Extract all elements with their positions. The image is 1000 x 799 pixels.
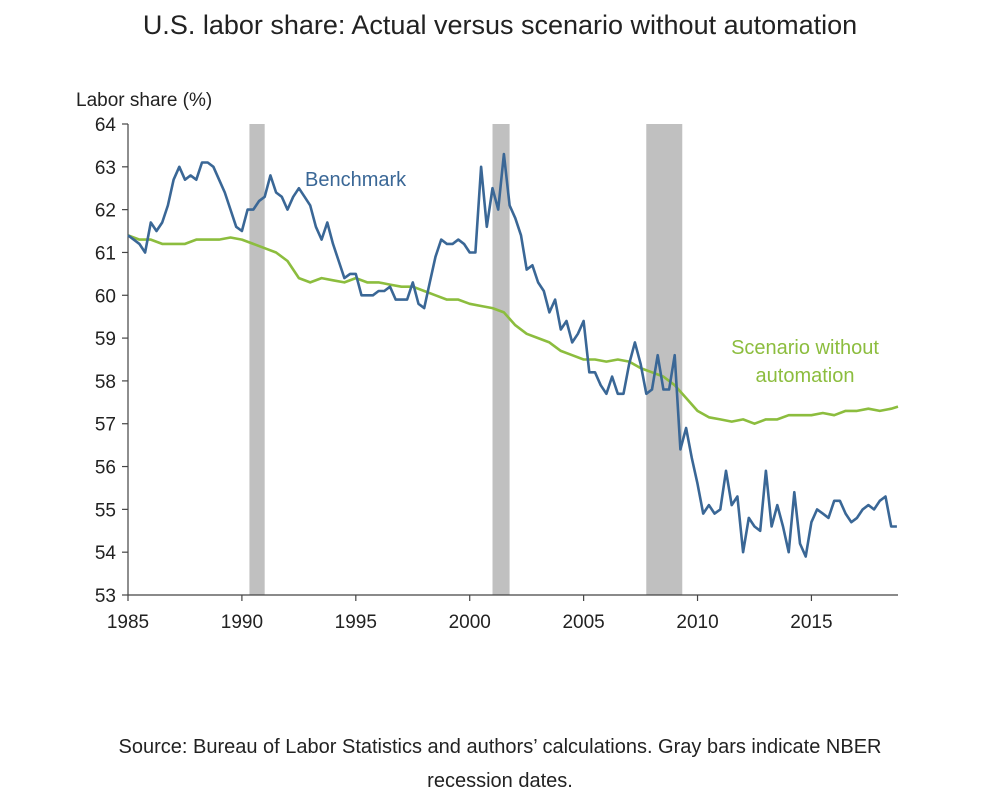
y-tick-label-60: 60 bbox=[95, 286, 116, 307]
x-tick-label-2015: 2015 bbox=[790, 612, 832, 633]
y-tick-label-63: 63 bbox=[95, 158, 116, 179]
line-chart: 53 54 55 56 57 58 59 60 61 62 63 64 1985 1990 1995 2000… bbox=[95, 115, 899, 633]
y-axis-label: Labor share (%) bbox=[76, 90, 213, 111]
y-tick-label-64: 64 bbox=[95, 115, 117, 136]
x-tick-label-1995: 1995 bbox=[335, 612, 377, 633]
y-tick-label-59: 59 bbox=[95, 329, 116, 350]
recession-bar-2 bbox=[492, 124, 510, 595]
x-tick-label-2000: 2000 bbox=[449, 612, 491, 633]
y-tick-label-62: 62 bbox=[95, 201, 116, 222]
y-tick-label-57: 57 bbox=[95, 415, 116, 436]
y-tick-label-58: 58 bbox=[95, 372, 116, 393]
series-label-2: Scenario without bbox=[731, 337, 879, 359]
y-tick-label-55: 55 bbox=[95, 500, 116, 521]
x-tick-label-1990: 1990 bbox=[221, 612, 263, 633]
scenario-line bbox=[127, 234, 899, 425]
y-tick-label-56: 56 bbox=[95, 458, 116, 479]
y-tick-label-61: 61 bbox=[95, 243, 116, 264]
series-label-3: automation bbox=[756, 365, 855, 387]
source-note: Source: Bureau of Labor Statistics and a… bbox=[0, 730, 1000, 798]
source-line-2: recession dates. bbox=[427, 770, 573, 792]
x-tick-label-2005: 2005 bbox=[562, 612, 604, 633]
source-line-1: Source: Bureau of Labor Statistics and a… bbox=[118, 736, 882, 758]
x-tick-label-2010: 2010 bbox=[676, 612, 718, 633]
chart-title: U.S. labor share: Actual versus scenario… bbox=[142, 10, 858, 40]
series-label-1: Benchmark bbox=[305, 169, 407, 191]
y-tick-label-53: 53 bbox=[95, 586, 116, 607]
recession-bar-3 bbox=[646, 124, 683, 595]
benchmark-line bbox=[127, 152, 897, 558]
y-tick-label-54: 54 bbox=[95, 543, 117, 564]
x-tick-label-1985: 1985 bbox=[107, 612, 149, 633]
recession-bar-1 bbox=[249, 124, 265, 595]
